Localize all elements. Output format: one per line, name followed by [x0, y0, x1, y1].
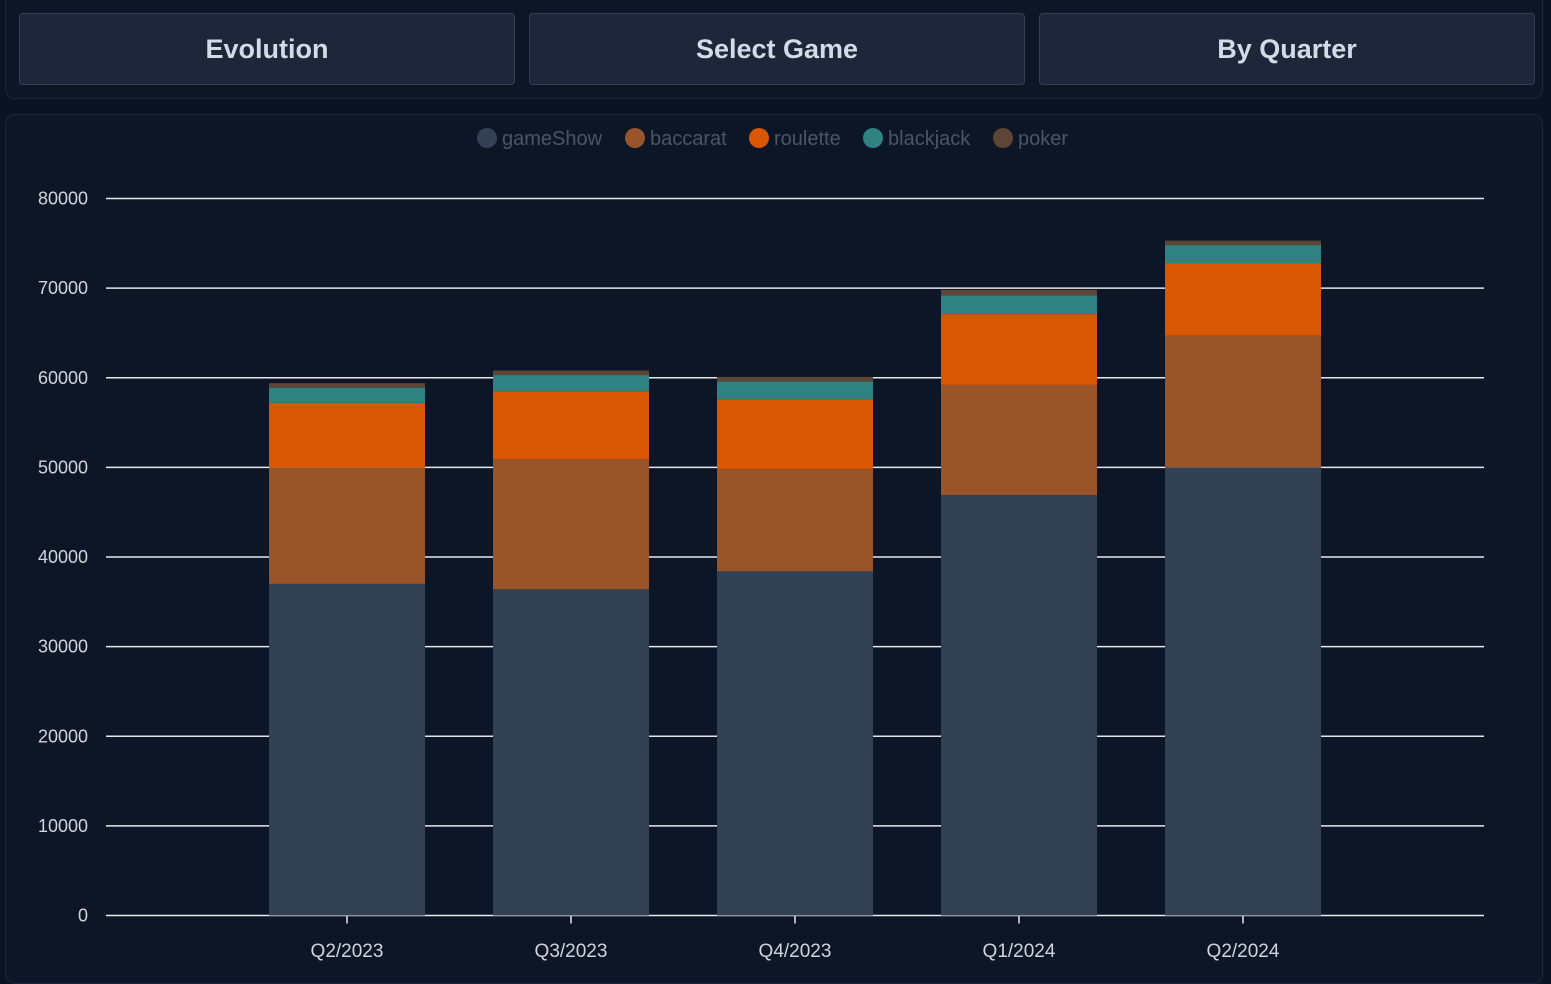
by-quarter-button[interactable]: By Quarter [1039, 13, 1535, 85]
legend-label: poker [1018, 128, 1068, 150]
legend-swatch [477, 128, 497, 148]
bar-baccarat[interactable] [717, 469, 873, 572]
legend-label: gameShow [502, 128, 603, 150]
legend-swatch [993, 128, 1013, 148]
y-axis: 0 10000 20000 30000 40000 50000 60000 70000 8000… [38, 189, 88, 926]
x-tick-label: Q2/2024 [1207, 941, 1280, 962]
bar-baccarat[interactable] [941, 384, 1097, 496]
legend-item-gameShow[interactable]: gameShow [477, 128, 603, 150]
legend-label: roulette [774, 128, 841, 150]
bar-baccarat[interactable] [493, 459, 649, 590]
x-tick-label: Q2/2023 [311, 941, 384, 962]
legend: gameShow baccarat roulette blackjack poker [477, 128, 1068, 150]
legend-swatch [749, 128, 769, 148]
evolution-button[interactable]: Evolution [19, 13, 515, 85]
bar-gameShow[interactable] [941, 495, 1097, 916]
legend-item-baccarat[interactable]: baccarat [625, 128, 727, 150]
toolbar: Evolution Select Game By Quarter [5, 0, 1543, 99]
x-tick-label: Q4/2023 [759, 941, 832, 962]
x-tick-label: Q1/2024 [983, 941, 1056, 962]
bar-roulette[interactable] [1165, 263, 1321, 336]
bar-gameShow[interactable] [269, 583, 425, 916]
bar-poker[interactable] [269, 383, 425, 388]
bar-poker[interactable] [1165, 240, 1321, 246]
bar-poker[interactable] [717, 376, 873, 382]
bar-blackjack[interactable] [941, 295, 1097, 315]
legend-label: baccarat [650, 128, 727, 150]
bar-roulette[interactable] [941, 314, 1097, 385]
bar-gameShow[interactable] [493, 589, 649, 916]
legend-item-roulette[interactable]: roulette [749, 128, 841, 150]
y-tick-label: 10000 [38, 816, 88, 836]
bar-gameShow[interactable] [717, 571, 873, 916]
bars [269, 240, 1321, 916]
y-tick-label: 30000 [38, 637, 88, 657]
bar-roulette[interactable] [493, 391, 649, 460]
bar-roulette[interactable] [717, 399, 873, 470]
y-tick-label: 80000 [38, 189, 88, 209]
y-tick-label: 40000 [38, 547, 88, 567]
legend-swatch [863, 128, 883, 148]
legend-swatch [625, 128, 645, 148]
bar-baccarat[interactable] [1165, 335, 1321, 468]
select-game-button[interactable]: Select Game [529, 13, 1025, 85]
bar-roulette[interactable] [269, 402, 425, 468]
bar-poker[interactable] [941, 289, 1097, 296]
bar-baccarat[interactable] [269, 467, 425, 584]
bar-blackjack[interactable] [493, 375, 649, 392]
x-axis: Q2/2023 Q3/2023 Q4/2023 Q1/2024 Q2/2024 [311, 915, 1280, 962]
y-tick-label: 0 [78, 906, 88, 926]
y-tick-label: 20000 [38, 726, 88, 746]
x-tick-label: Q3/2023 [535, 941, 608, 962]
bar-blackjack[interactable] [1165, 245, 1321, 264]
legend-item-poker[interactable]: poker [993, 128, 1068, 150]
bar-blackjack[interactable] [269, 387, 425, 403]
legend-label: blackjack [888, 128, 971, 150]
y-tick-label: 50000 [38, 457, 88, 477]
bar-poker[interactable] [493, 370, 649, 376]
legend-item-blackjack[interactable]: blackjack [863, 128, 971, 150]
bar-blackjack[interactable] [717, 381, 873, 400]
bar-gameShow[interactable] [1165, 467, 1321, 916]
y-tick-label: 60000 [38, 368, 88, 388]
y-tick-label: 70000 [38, 278, 88, 298]
